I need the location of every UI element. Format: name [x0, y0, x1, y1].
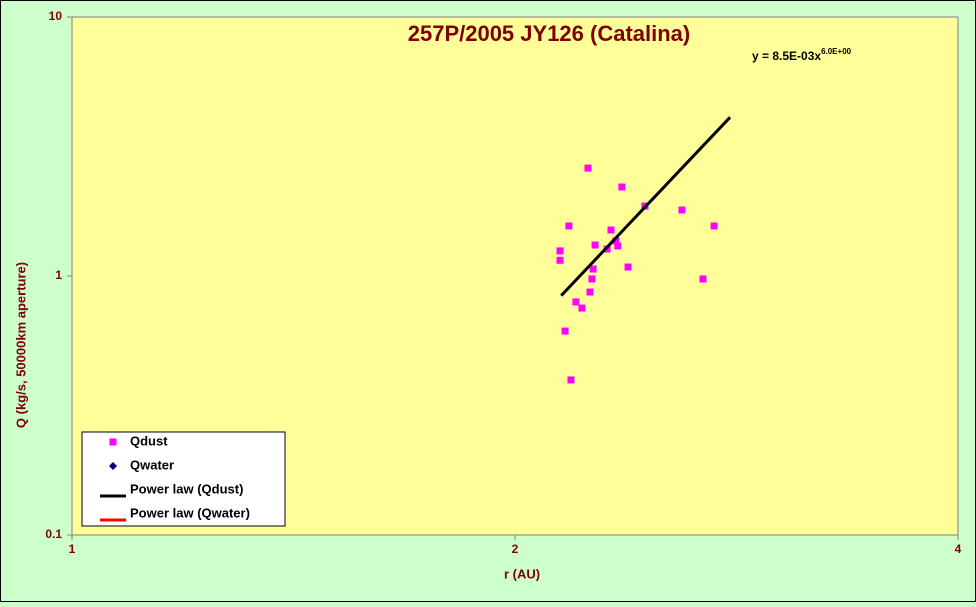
- y-tick-label: 10: [49, 9, 63, 23]
- data-point: [556, 247, 564, 255]
- legend-label: Power law (Qdust): [130, 481, 243, 496]
- data-point: [567, 376, 575, 384]
- data-point: [572, 298, 580, 306]
- data-point: [586, 288, 594, 296]
- legend-label: Qwater: [130, 457, 174, 472]
- data-point: [612, 237, 620, 245]
- data-point: [584, 164, 592, 172]
- y-tick-label: 1: [55, 268, 62, 282]
- data-point: [614, 242, 622, 250]
- y-axis-label: Q (kg/s, 50000km aperture): [13, 262, 28, 428]
- legend-box: [81, 431, 286, 527]
- x-tick-label: 2: [512, 542, 519, 556]
- data-point: [589, 265, 597, 273]
- x-tick-label: 1: [69, 542, 76, 556]
- data-point: [699, 275, 707, 283]
- equation-exponent: 6.0E+00: [821, 47, 852, 56]
- legend-label: Qdust: [130, 433, 168, 448]
- y-tick-label: 0.1: [45, 527, 62, 541]
- x-tick-label: 4: [955, 542, 962, 556]
- legend-label: Power law (Qwater): [130, 505, 250, 520]
- data-point: [565, 222, 573, 230]
- legend-swatch: [109, 462, 117, 470]
- chart-title: 257P/2005 JY126 (Catalina): [408, 21, 691, 46]
- data-point: [607, 226, 615, 234]
- legend-swatch: [109, 438, 117, 446]
- data-point: [556, 256, 564, 264]
- equation: y = 8.5E-03x6.0E+00: [752, 47, 852, 63]
- equation-base: y = 8.5E-03x: [752, 49, 821, 63]
- data-point: [678, 206, 686, 214]
- trend-line: [560, 116, 732, 297]
- data-point: [618, 183, 626, 191]
- x-axis-label: r (AU): [504, 566, 540, 581]
- data-point: [624, 263, 632, 271]
- data-point: [591, 241, 599, 249]
- data-point: [578, 304, 586, 312]
- data-point: [561, 327, 569, 335]
- data-point: [588, 275, 596, 283]
- data-point: [710, 222, 718, 230]
